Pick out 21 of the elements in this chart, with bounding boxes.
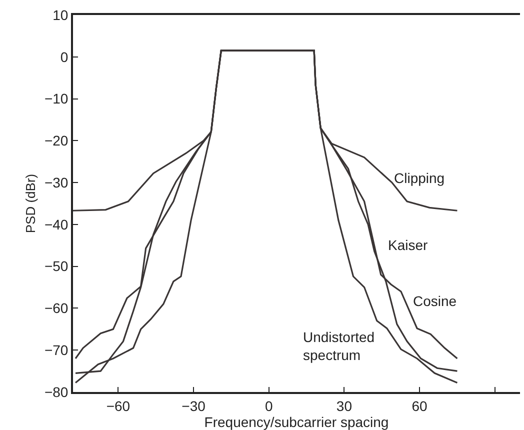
y-tick-label: −40 <box>44 216 68 232</box>
y-tick-label: −30 <box>44 174 68 190</box>
x-tick-label: 60 <box>412 398 428 414</box>
annotation: Cosine <box>413 293 457 309</box>
x-axis-title: Frequency/subcarrier spacing <box>204 414 389 430</box>
y-tick-label: −50 <box>44 258 68 274</box>
y-tick-label: 10 <box>52 6 68 23</box>
annotation: Clipping <box>394 170 445 186</box>
annotation: Undistorted spectrum <box>303 329 375 364</box>
y-axis-title: PSD (dBr) <box>22 174 38 234</box>
y-tick-label: −10 <box>44 90 68 107</box>
x-tick-label: 30 <box>336 398 352 414</box>
x-tick-label: −30 <box>182 398 206 414</box>
x-tick-label: −60 <box>106 398 130 414</box>
x-tick-label: 0 <box>264 398 273 414</box>
y-tick-label: −60 <box>44 300 68 316</box>
annotation: Kaiser <box>388 237 428 253</box>
y-tick-label: −20 <box>44 132 68 149</box>
y-tick-label: −70 <box>44 342 68 358</box>
y-tick-label: −80 <box>44 384 68 400</box>
y-tick-label: 0 <box>60 48 68 65</box>
